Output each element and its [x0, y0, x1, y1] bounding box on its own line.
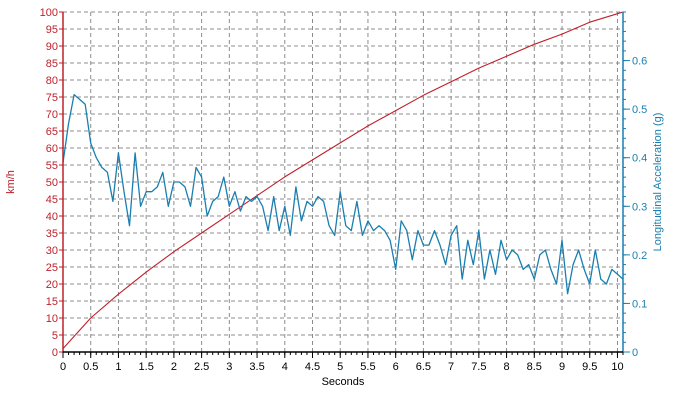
x-tick-label: 6 — [393, 361, 399, 373]
left-y-tick-label: 10 — [46, 313, 58, 325]
right-y-tick-label: 0.4 — [632, 153, 647, 165]
x-tick-label: 5 — [337, 361, 343, 373]
x-tick-label: 0 — [60, 361, 66, 373]
left-y-tick-label: 55 — [46, 160, 58, 172]
right-y-tick-label: 0.5 — [632, 104, 647, 116]
right-y-tick-label: 0 — [632, 347, 638, 359]
x-tick-label: 6.5 — [416, 361, 431, 373]
x-tick-label: 3 — [226, 361, 232, 373]
left-y-tick-label: 95 — [46, 24, 58, 36]
axes: 0510152025303540455055606570758085909510… — [40, 7, 648, 373]
x-tick-label: 8 — [504, 361, 510, 373]
x-tick-label: 4 — [282, 361, 288, 373]
left-y-tick-label: 40 — [46, 211, 58, 223]
x-tick-label: 9 — [559, 361, 565, 373]
left-y-tick-label: 75 — [46, 92, 58, 104]
x-tick-label: 2 — [171, 361, 177, 373]
acceleration-series-line — [62, 93, 624, 295]
left-y-tick-label: 30 — [46, 245, 58, 257]
left-y-axis-title: km/h — [5, 170, 17, 194]
right-y-tick-label: 0.6 — [632, 56, 647, 68]
right-y-tick-label: 0.3 — [632, 201, 647, 213]
x-axis-title: Seconds — [322, 376, 365, 388]
x-tick-label: 0.5 — [83, 361, 98, 373]
x-tick-label: 4.5 — [305, 361, 320, 373]
x-tick-label: 2.5 — [194, 361, 209, 373]
left-y-tick-label: 45 — [46, 194, 58, 206]
left-y-tick-label: 0 — [52, 347, 58, 359]
left-y-tick-label: 35 — [46, 228, 58, 240]
x-tick-label: 9.5 — [582, 361, 597, 373]
x-tick-label: 7.5 — [471, 361, 486, 373]
speed-series-line — [62, 11, 624, 349]
x-tick-label: 7 — [448, 361, 454, 373]
left-y-tick-label: 20 — [46, 279, 58, 291]
x-tick-label: 10 — [611, 361, 623, 373]
x-tick-label: 1.5 — [139, 361, 154, 373]
left-y-tick-label: 65 — [46, 126, 58, 138]
right-y-tick-label: 0.2 — [632, 250, 647, 262]
right-y-axis-title: Longitudinal Acceleration (g) — [652, 113, 664, 252]
left-y-tick-label: 60 — [46, 143, 58, 155]
x-tick-label: 3.5 — [249, 361, 264, 373]
left-y-tick-label: 15 — [46, 296, 58, 308]
left-y-tick-label: 100 — [40, 7, 58, 19]
left-y-tick-label: 90 — [46, 41, 58, 53]
series-layer — [62, 11, 624, 349]
left-y-tick-label: 70 — [46, 109, 58, 121]
gridlines — [63, 11, 623, 352]
x-tick-label: 8.5 — [527, 361, 542, 373]
right-y-tick-label: 0.1 — [632, 298, 647, 310]
left-y-tick-label: 80 — [46, 75, 58, 87]
x-tick-label: 5.5 — [360, 361, 375, 373]
left-y-tick-label: 50 — [46, 177, 58, 189]
left-y-tick-label: 5 — [52, 330, 58, 342]
left-y-tick-label: 85 — [46, 58, 58, 70]
x-tick-label: 1 — [115, 361, 121, 373]
left-y-tick-label: 25 — [46, 262, 58, 274]
